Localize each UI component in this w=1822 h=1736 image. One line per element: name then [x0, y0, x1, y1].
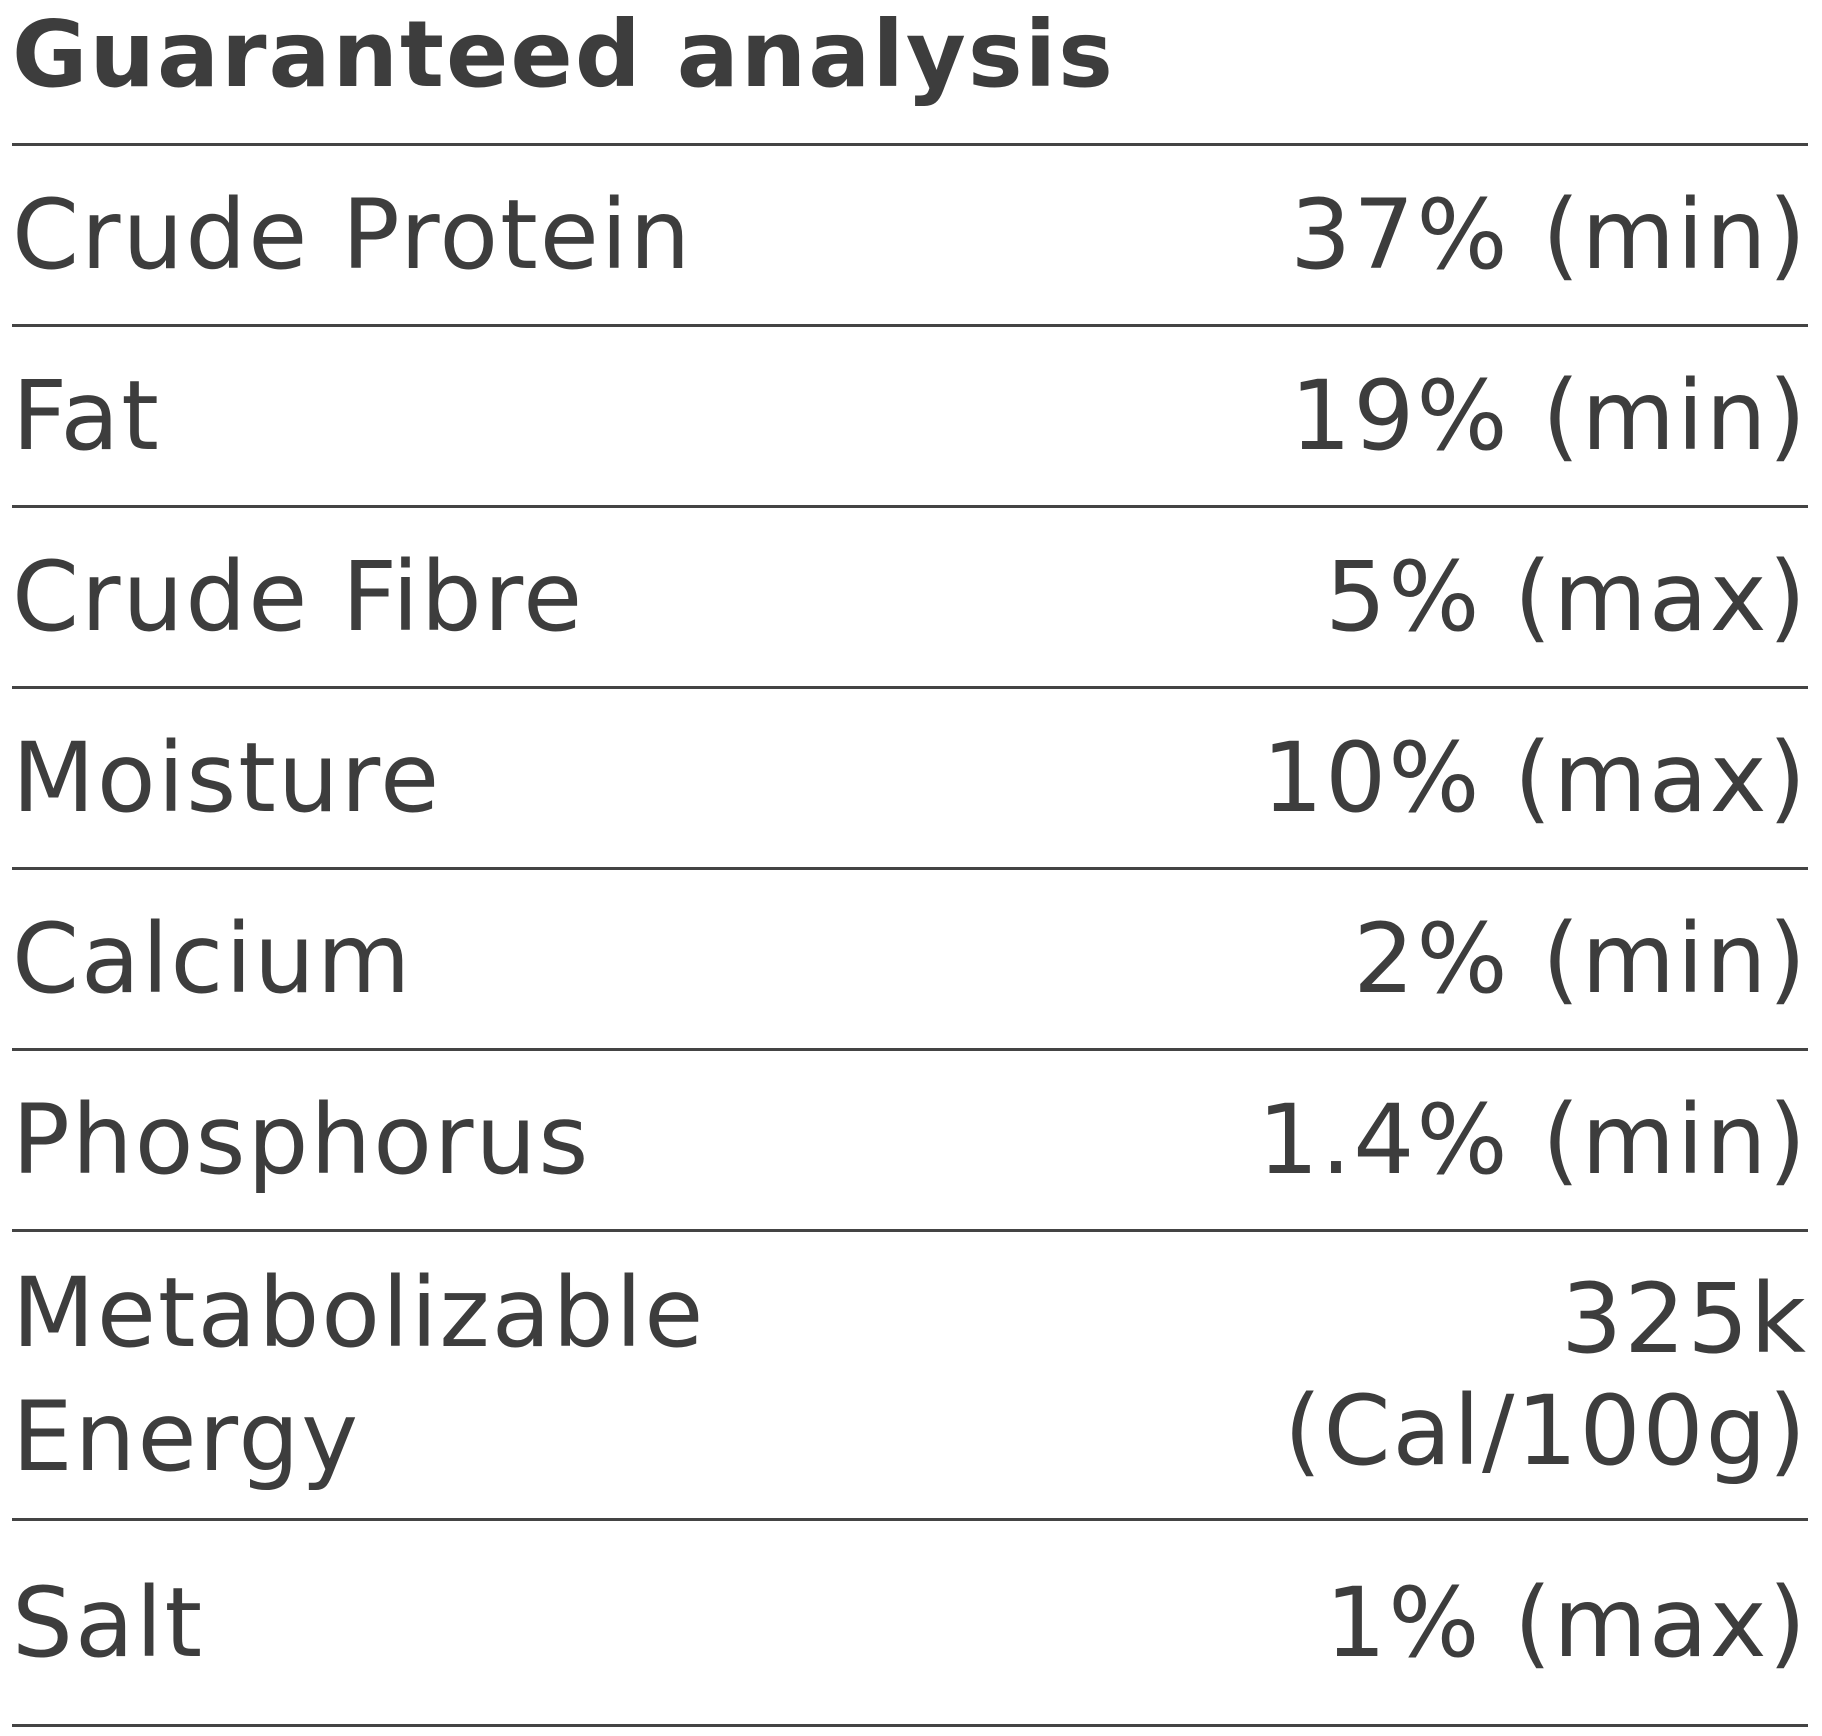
nutrient-label: Fat [12, 360, 161, 472]
nutrient-label: Crude Fibre [12, 541, 585, 653]
nutrient-label: Salt [12, 1566, 205, 1679]
nutrient-label: Metabolizable Energy [12, 1257, 706, 1493]
nutrient-label: Calcium [12, 903, 413, 1015]
table-row: Crude Protein 37% (min) [12, 146, 1808, 327]
analysis-table: Crude Protein 37% (min) Fat 19% (min) Crude … [12, 143, 1808, 1727]
nutrient-label: Phosphorus [12, 1084, 591, 1196]
nutrient-label: Moisture [12, 722, 442, 834]
table-row: Moisture 10% (max) [12, 689, 1808, 870]
nutrient-label: Crude Protein [12, 179, 693, 291]
nutrient-value: 1% (max) [1325, 1566, 1808, 1679]
nutrient-value: 2% (min) [1353, 903, 1808, 1015]
table-row: Metabolizable Energy 325k (Cal/100g) [12, 1232, 1808, 1521]
nutrient-value: 10% (max) [1262, 722, 1808, 834]
nutrient-value: 325k (Cal/100g) [1284, 1263, 1808, 1487]
nutrient-value: 1.4% (min) [1257, 1084, 1808, 1196]
table-row: Crude Fibre 5% (max) [12, 508, 1808, 689]
nutrient-value: 19% (min) [1290, 360, 1808, 472]
table-row: Calcium 2% (min) [12, 870, 1808, 1051]
title: Guaranteed analysis [12, 1, 1115, 108]
nutrient-value: 37% (min) [1290, 179, 1808, 291]
table-row: Fat 19% (min) [12, 327, 1808, 508]
nutrient-value: 5% (max) [1325, 541, 1808, 653]
table-row: Salt 1% (max) [12, 1521, 1808, 1727]
table-row: Phosphorus 1.4% (min) [12, 1051, 1808, 1232]
